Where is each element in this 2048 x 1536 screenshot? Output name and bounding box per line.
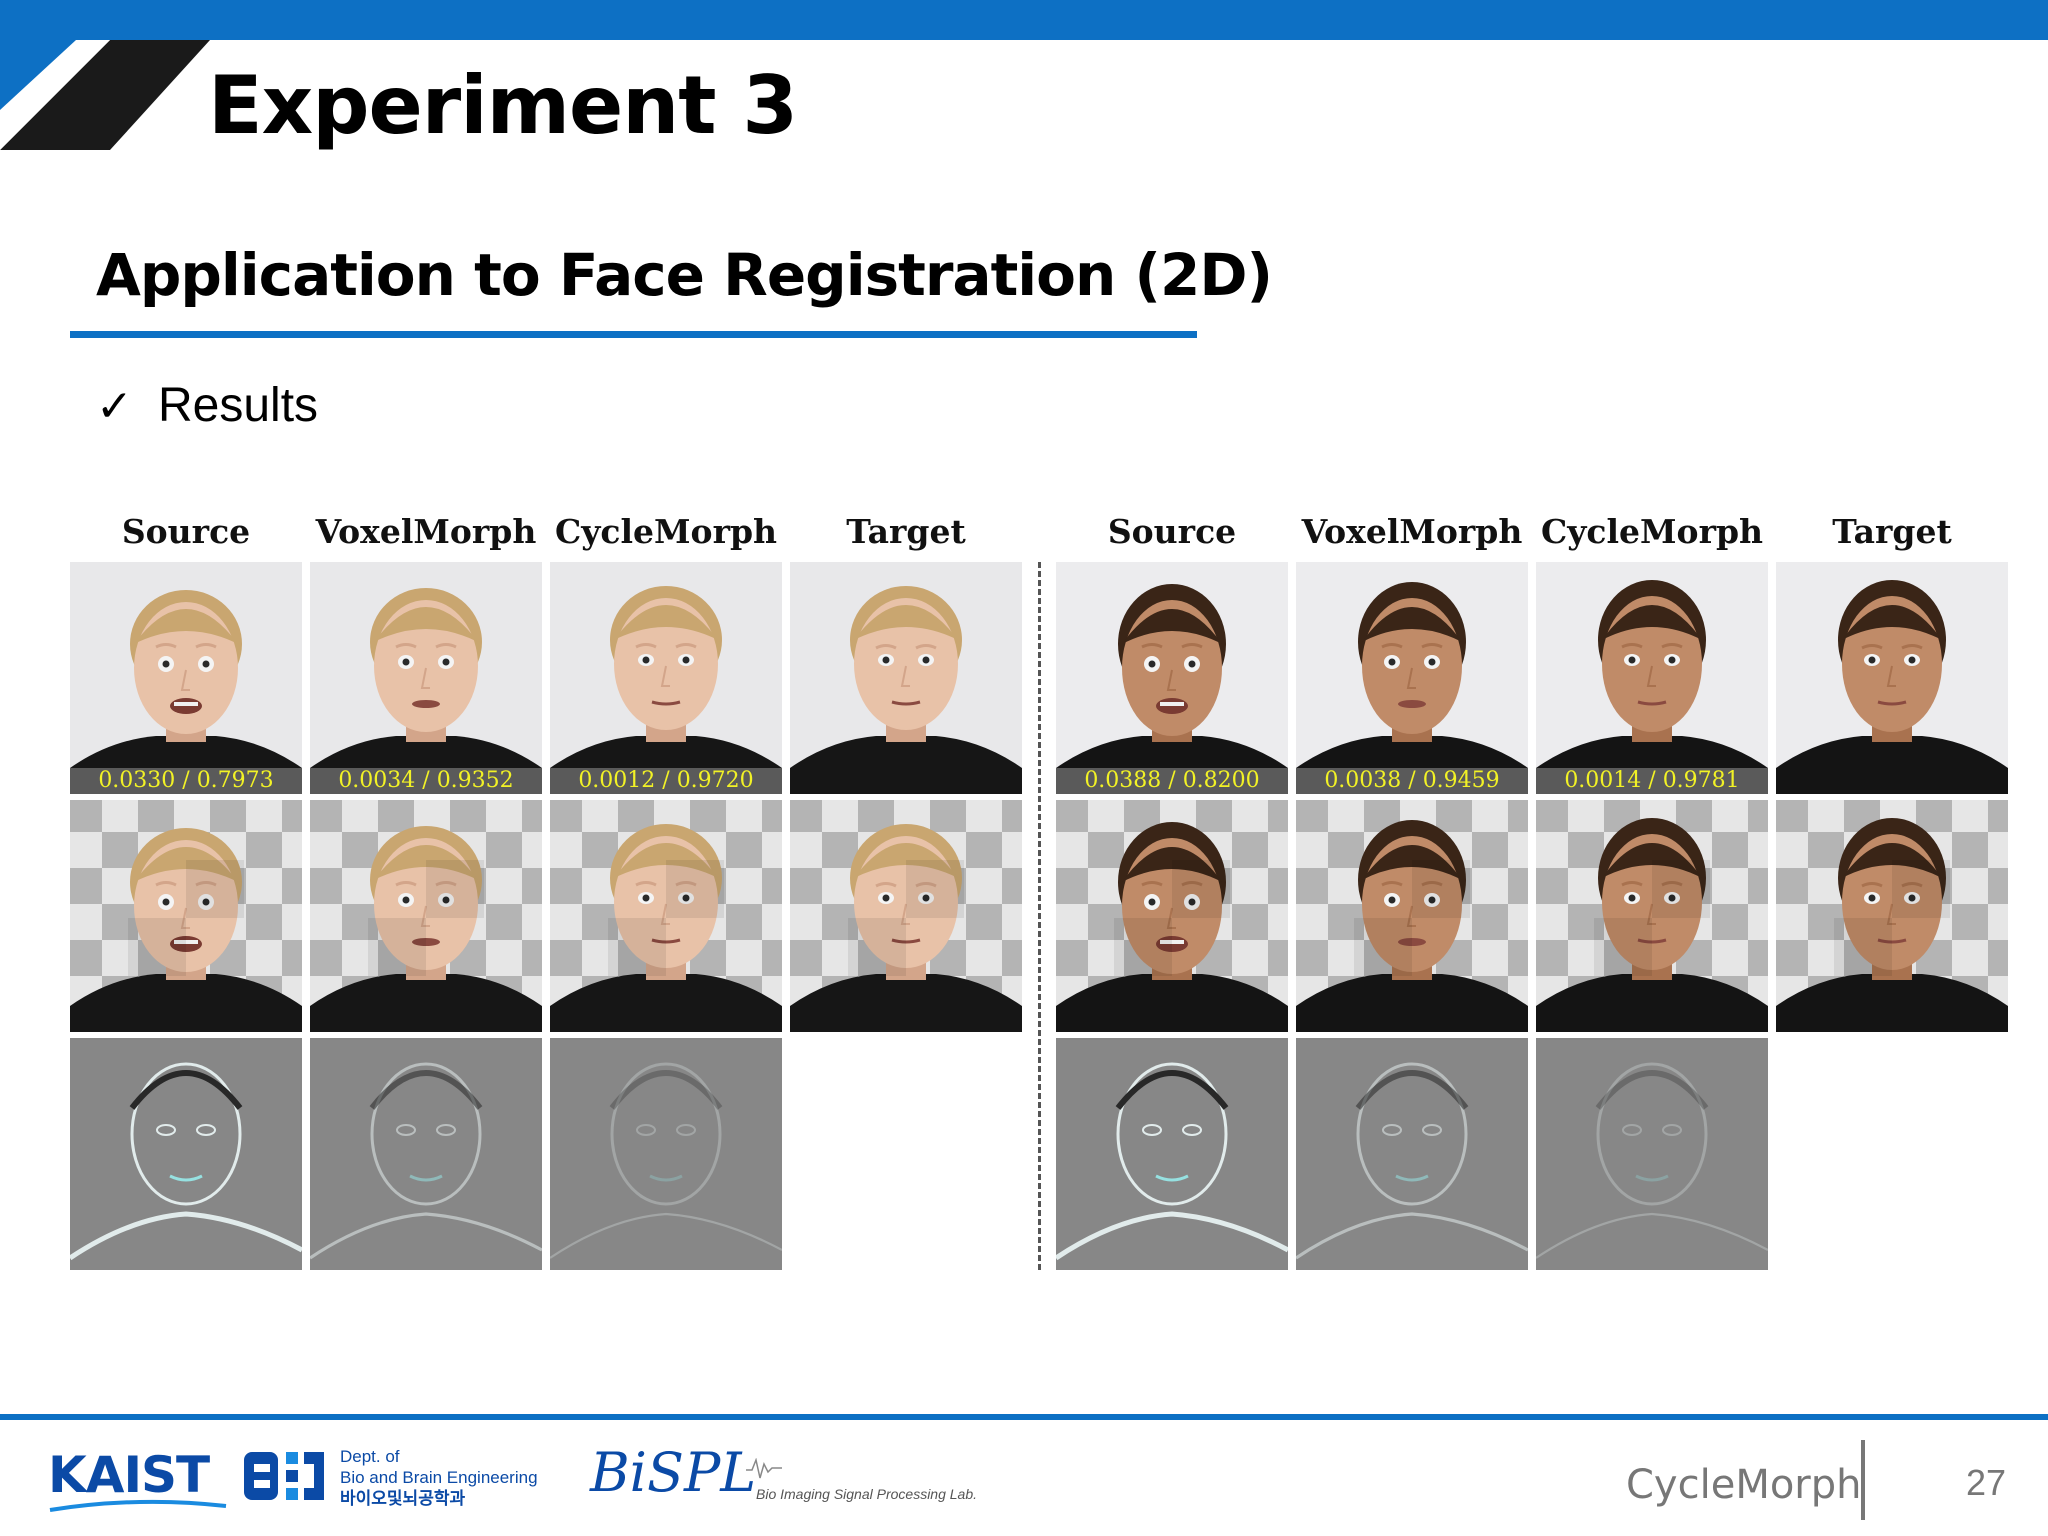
- difference-map-image: [70, 1038, 302, 1270]
- footer-separator: [1861, 1440, 1865, 1520]
- metric-label: 0.0038 / 0.9459: [1296, 768, 1528, 794]
- column-header: CycleMorph: [554, 512, 778, 551]
- dept-logo-icon: [244, 1452, 324, 1500]
- face-image: 0.0388 / 0.8200: [1056, 562, 1288, 794]
- metric-label: 0.0330 / 0.7973: [70, 768, 302, 794]
- bispl-subtitle: Bio Imaging Signal Processing Lab.: [756, 1486, 978, 1502]
- metric-label: 0.0012 / 0.9720: [550, 768, 782, 794]
- checkerboard-image: [1536, 800, 1768, 1032]
- dept-name: Dept. of Bio and Brain Engineering 바이오및뇌…: [340, 1446, 538, 1509]
- face-registration-figure: Source VoxelMorph CycleMorph Target 0.0330 /…: [70, 500, 2010, 1280]
- footer-title: CycleMorph: [1626, 1462, 1862, 1508]
- kaist-swoosh-icon: [49, 1499, 227, 1512]
- column-header: Source: [1107, 512, 1237, 551]
- face-image: [1776, 562, 2008, 794]
- checkerboard-image: [70, 800, 302, 1032]
- signal-wave-icon: [746, 1458, 782, 1479]
- metric-label: 0.0388 / 0.8200: [1056, 768, 1288, 794]
- top-accent-bar: [0, 0, 2048, 40]
- difference-map-image: [1056, 1038, 1288, 1270]
- footer-rule: [0, 1414, 2048, 1420]
- checkerboard-image: [310, 800, 542, 1032]
- column-header: VoxelMorph: [315, 512, 537, 551]
- column-header: Source: [121, 512, 251, 551]
- page-number: 27: [1966, 1462, 2007, 1503]
- face-image: [790, 562, 1022, 794]
- results-bullet: ✓ Results: [96, 382, 318, 430]
- subtitle-underline: [70, 331, 1197, 338]
- difference-map-image: [1536, 1038, 1768, 1270]
- title-corner-graphic: [0, 40, 210, 150]
- difference-map-image: [1296, 1038, 1528, 1270]
- dept-korean: 바이오및뇌공학과: [340, 1489, 466, 1508]
- checkerboard-image: [790, 800, 1022, 1032]
- dept-line-1: Dept. of: [340, 1447, 400, 1466]
- dept-line-2: Bio and Brain Engineering: [340, 1468, 538, 1487]
- checkerboard-image: [1056, 800, 1288, 1032]
- column-header: Target: [1832, 512, 1952, 551]
- slide-subtitle: Application to Face Registration (2D): [96, 241, 1273, 309]
- checkerboard-image: [550, 800, 782, 1032]
- difference-map-image: [310, 1038, 542, 1270]
- face-image: 0.0014 / 0.9781: [1536, 562, 1768, 794]
- face-image: 0.0038 / 0.9459: [1296, 562, 1528, 794]
- bullet-label: Results: [158, 379, 319, 432]
- metric-label: 0.0014 / 0.9781: [1536, 768, 1768, 794]
- bispl-logo: BiSPL: [590, 1441, 757, 1504]
- face-image: 0.0012 / 0.9720: [550, 562, 782, 794]
- column-header: VoxelMorph: [1301, 512, 1523, 551]
- slide-title: Experiment 3: [208, 59, 798, 152]
- checkerboard-image: [1776, 800, 2008, 1032]
- checkmark-icon: ✓: [96, 381, 133, 432]
- column-header: Target: [846, 512, 966, 551]
- group-divider: [1038, 562, 1041, 1270]
- difference-map-image: [550, 1038, 782, 1270]
- checkerboard-image: [1296, 800, 1528, 1032]
- metric-label: 0.0034 / 0.9352: [310, 768, 542, 794]
- face-image: 0.0034 / 0.9352: [310, 562, 542, 794]
- column-header: CycleMorph: [1540, 512, 1764, 551]
- face-image: 0.0330 / 0.7973: [70, 562, 302, 794]
- kaist-logo: KAIST: [48, 1446, 210, 1504]
